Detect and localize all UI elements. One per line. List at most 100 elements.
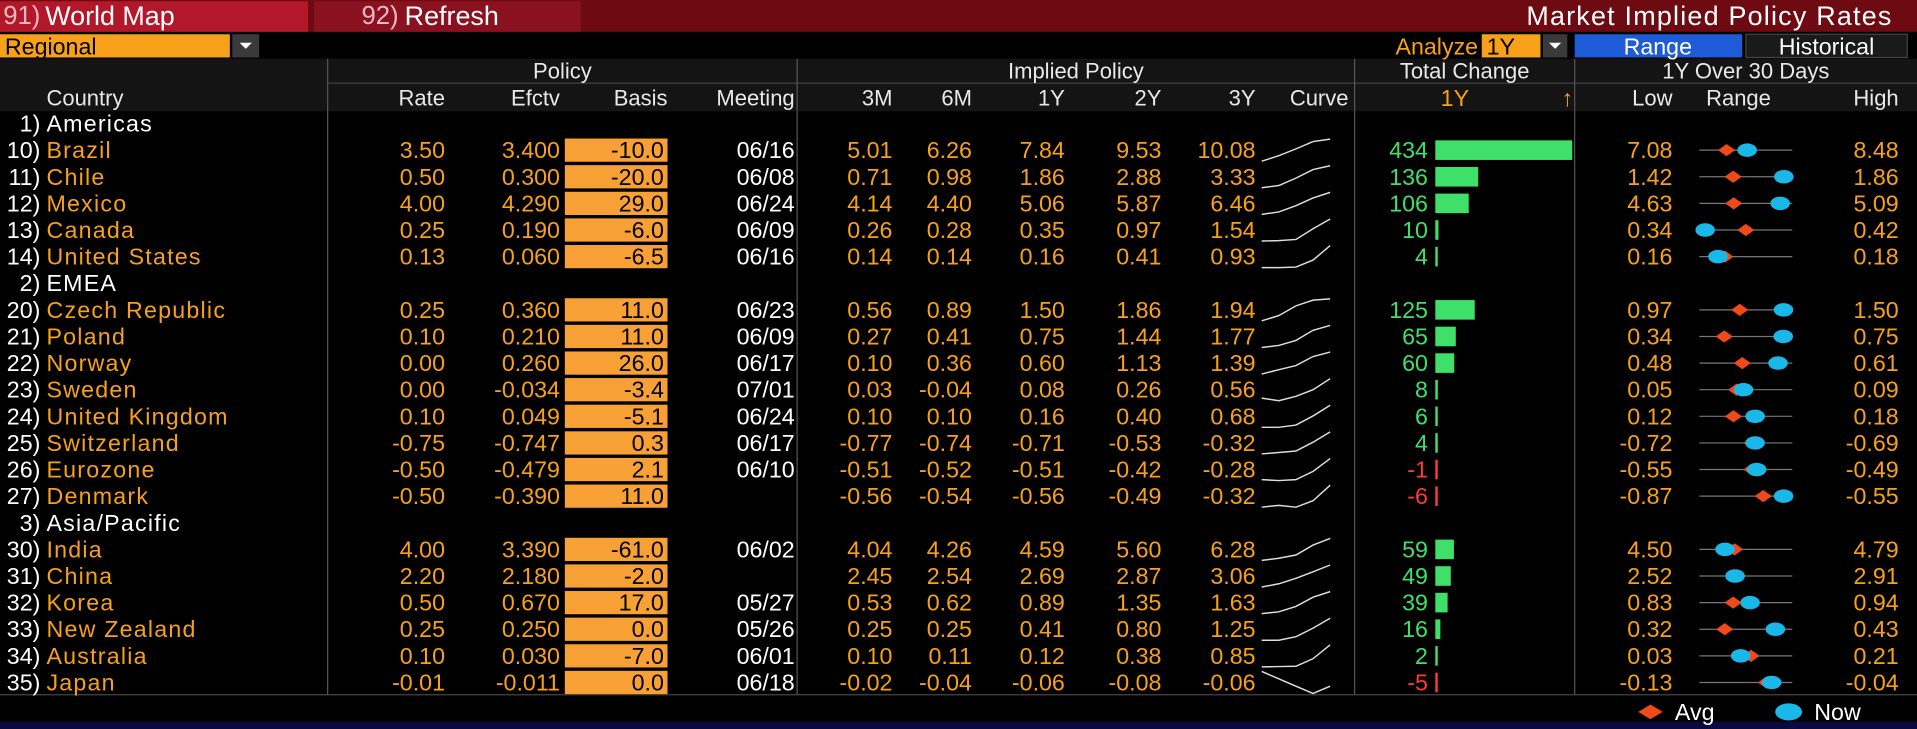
curve-sparkline — [1261, 457, 1331, 482]
tab[interactable] — [0, 1, 309, 32]
basis-cell — [564, 298, 668, 322]
arrow-icon — [1549, 42, 1562, 49]
section-number: 3) — [20, 510, 41, 536]
range-high: 0.43 — [1853, 616, 1898, 642]
column-header: High — [1853, 85, 1898, 110]
range-low: 0.03 — [1627, 643, 1672, 669]
basis-cell — [564, 617, 668, 641]
implied-rate: -0.06 — [1012, 669, 1065, 695]
row-number: 26) — [7, 457, 41, 483]
view-dropdown[interactable] — [0, 34, 230, 58]
implied-rate: 1.35 — [1116, 590, 1161, 616]
footer-strip — [0, 721, 1917, 729]
country-name[interactable]: Korea — [46, 590, 114, 616]
implied-rate: -0.49 — [1109, 483, 1162, 509]
tab[interactable] — [314, 1, 581, 32]
avg-marker — [1725, 197, 1743, 210]
basis-cell — [564, 431, 668, 455]
implied-rate: 1.86 — [1116, 297, 1161, 323]
range-high: 4.79 — [1853, 536, 1898, 562]
total-change: 125 — [1389, 297, 1428, 323]
country-name[interactable]: Brazil — [46, 137, 111, 163]
rate: 0.00 — [400, 350, 445, 376]
country-name[interactable]: Chile — [46, 164, 105, 190]
now-marker — [1774, 170, 1794, 184]
basis: 11.0 — [620, 297, 663, 323]
meeting-date: 06/17 — [737, 430, 795, 456]
total-change: 10 — [1402, 217, 1428, 243]
range-button[interactable] — [1574, 34, 1743, 58]
country-name[interactable]: Eurozone — [46, 457, 155, 483]
change-bar — [1435, 539, 1454, 560]
country-name[interactable]: Switzerland — [46, 430, 179, 456]
section-name: EMEA — [46, 270, 117, 296]
implied-rate: -0.52 — [919, 457, 972, 483]
range-low: 0.05 — [1627, 377, 1672, 403]
country-name[interactable]: Norway — [46, 350, 132, 376]
range-high: 2.91 — [1853, 563, 1898, 589]
implied-rate: 1.44 — [1116, 323, 1161, 349]
country-name[interactable]: India — [46, 536, 102, 562]
country-name[interactable]: United Kingdom — [46, 403, 228, 429]
implied-rate: -0.04 — [919, 669, 972, 695]
implied-rate: 0.25 — [927, 616, 972, 642]
implied-rate: 5.01 — [847, 137, 892, 163]
implied-rate: -0.74 — [919, 430, 972, 456]
implied-rate: 0.89 — [927, 297, 972, 323]
arrow-icon — [239, 42, 252, 49]
row-number: 34) — [7, 643, 41, 669]
implied-rate: 0.56 — [847, 297, 892, 323]
change-bar — [1435, 300, 1475, 320]
analyze-dropdown[interactable] — [1481, 34, 1541, 58]
implied-rate: 1.13 — [1116, 350, 1161, 376]
historical-button[interactable] — [1745, 33, 1908, 59]
country-name[interactable]: China — [46, 563, 113, 589]
effective-rate: -0.390 — [494, 483, 560, 509]
basis: -6.0 — [624, 217, 664, 243]
implied-rate: 4.40 — [927, 190, 972, 216]
curve-sparkline — [1261, 351, 1331, 375]
legend-label: Avg — [1675, 699, 1715, 725]
country-name[interactable]: Denmark — [46, 483, 149, 509]
range-low: 7.08 — [1627, 137, 1672, 163]
country-name[interactable]: New Zealand — [46, 616, 196, 642]
implied-rate: 0.80 — [1116, 616, 1161, 642]
country-name[interactable]: Czech Republic — [46, 297, 226, 323]
rate: -0.50 — [392, 483, 445, 509]
column-header: Rate — [399, 85, 445, 110]
range-high: 0.18 — [1853, 403, 1898, 429]
implied-rate: -0.08 — [1109, 669, 1162, 695]
implied-rate: 0.14 — [927, 244, 972, 270]
range-high: 0.21 — [1853, 643, 1898, 669]
row-number: 33) — [7, 616, 41, 642]
now-marker — [1730, 649, 1751, 663]
meeting-date: 06/18 — [737, 669, 795, 695]
range-high: -0.04 — [1846, 669, 1899, 695]
now-marker — [1773, 329, 1794, 344]
change-bar — [1435, 619, 1441, 640]
range-high: 0.94 — [1853, 590, 1898, 616]
rate: 0.13 — [400, 244, 445, 270]
country-name[interactable]: Mexico — [46, 190, 127, 216]
implied-rate: 0.03 — [847, 377, 892, 403]
country-name[interactable]: Canada — [46, 217, 135, 243]
implied-rate: 0.12 — [1020, 643, 1065, 669]
section-number: 1) — [20, 111, 41, 137]
implied-rate: -0.32 — [1203, 430, 1256, 456]
effective-rate: -0.479 — [494, 457, 560, 483]
country-name[interactable]: Poland — [46, 323, 126, 349]
country-name[interactable]: Japan — [46, 669, 115, 695]
rate: 0.25 — [400, 217, 445, 243]
curve-sparkline — [1261, 484, 1331, 508]
range-high: -0.49 — [1846, 457, 1899, 483]
basis-cell — [564, 644, 668, 668]
country-name[interactable]: Sweden — [46, 377, 137, 403]
country-name[interactable]: Australia — [46, 643, 147, 669]
total-change: 136 — [1389, 164, 1428, 190]
rate: -0.75 — [392, 430, 445, 456]
total-change: 434 — [1389, 137, 1428, 163]
range-high: -0.69 — [1846, 430, 1899, 456]
country-name[interactable]: United States — [46, 244, 201, 270]
curve-sparkline — [1261, 298, 1331, 322]
